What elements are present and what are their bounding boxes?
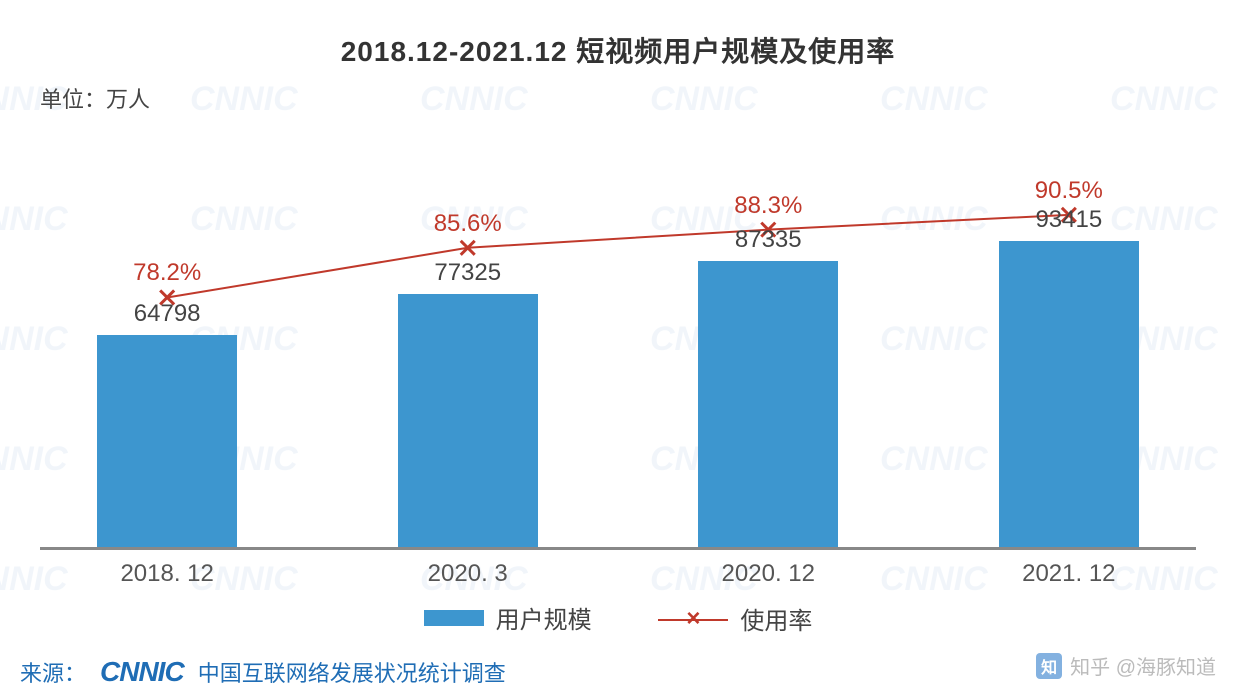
bar (97, 335, 237, 547)
bar (999, 241, 1139, 547)
line-value-label: 78.2% (67, 259, 267, 287)
x-axis-label: 2020. 12 (618, 560, 918, 588)
bar-value-label: 93415 (969, 206, 1169, 234)
line-value-label: 90.5% (969, 177, 1169, 205)
legend-item-line: × 使用率 (658, 601, 812, 636)
attribution: 知 知乎 @海豚知道 (1036, 651, 1216, 680)
x-axis-label: 2021. 12 (919, 560, 1219, 588)
chart-container: CNNICCNNICCNNICCNNICCNNICCNNICCNNICCNNIC… (0, 0, 1236, 700)
source-line: 来源： CNNIC 中国互联网络发展状况统计调查 (20, 656, 506, 688)
plot-area: 64798 78.2% 77325 85.6% 87335 88.3% 9341590.5% (40, 130, 1196, 550)
legend-line-swatch: × (658, 609, 728, 629)
unit-label: 单位：万人 (40, 82, 150, 114)
bar (398, 294, 538, 547)
line-value-label: 85.6% (368, 210, 568, 238)
legend-bar-label: 用户规模 (496, 600, 592, 635)
legend-bar-swatch (424, 610, 484, 626)
x-axis-label: 2020. 3 (318, 560, 618, 588)
x-axis-baseline (40, 547, 1196, 550)
bar-value-label: 87335 (668, 226, 868, 254)
bar-value-label: 77325 (368, 259, 568, 287)
legend-line-label: 使用率 (740, 601, 812, 636)
zhihu-icon: 知 (1036, 653, 1062, 679)
source-text: 中国互联网络发展状况统计调查 (198, 656, 506, 688)
legend-item-bar: 用户规模 (424, 600, 592, 635)
source-prefix: 来源： (20, 656, 86, 688)
x-axis-labels: 2018. 122020. 32020. 122021. 12 (40, 560, 1196, 590)
x-axis-label: 2018. 12 (17, 560, 317, 588)
bar-value-label: 64798 (67, 300, 267, 328)
trend-line (167, 215, 1069, 298)
chart-title: 2018.12-2021.12 短视频用户规模及使用率 (0, 30, 1236, 70)
legend: 用户规模 × 使用率 (0, 600, 1236, 636)
cnnic-logo: CNNIC (100, 656, 184, 688)
line-value-label: 88.3% (668, 192, 868, 220)
legend-line-marker: × (686, 607, 700, 631)
bar (698, 261, 838, 547)
attribution-text: 知乎 @海豚知道 (1070, 651, 1216, 680)
